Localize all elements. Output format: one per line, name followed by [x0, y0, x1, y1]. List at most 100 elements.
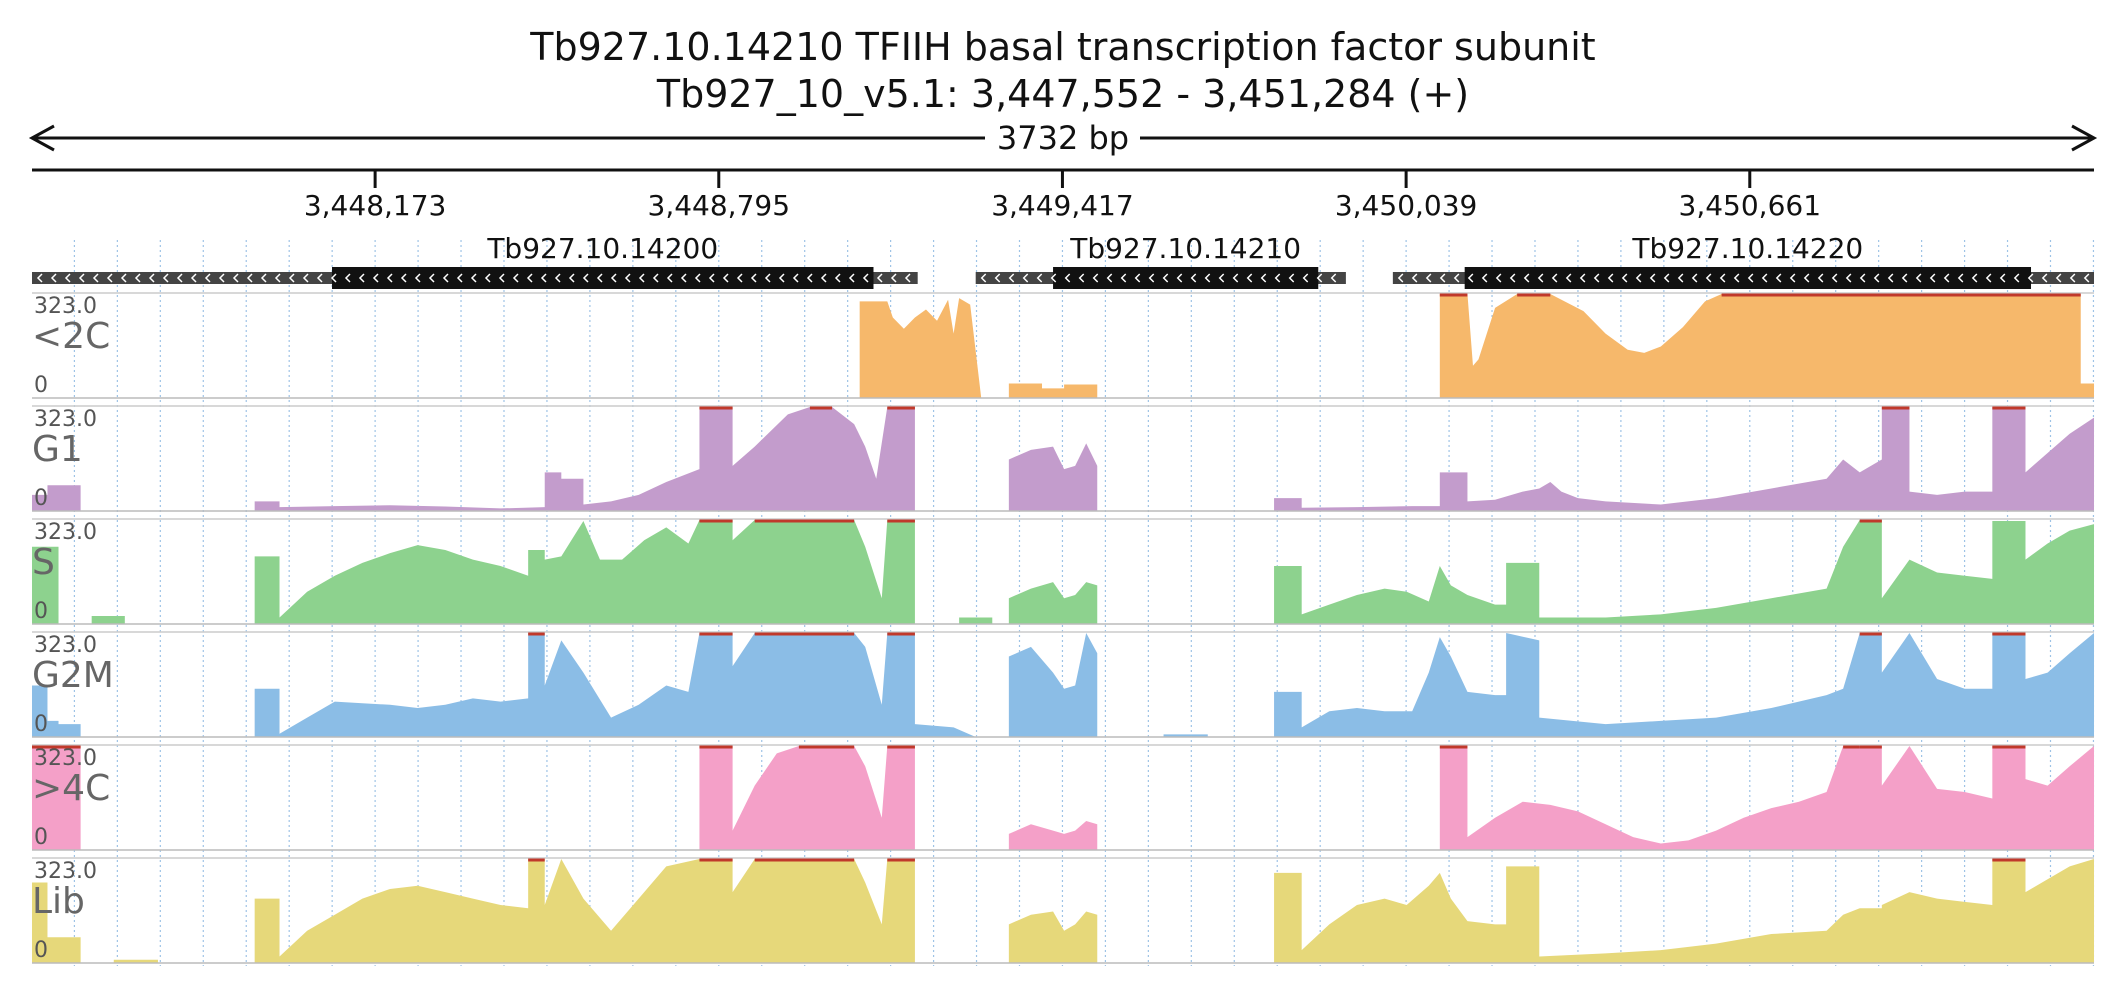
- gene-strand-chevron-2: [1523, 273, 1530, 283]
- gene-strand-chevron-0: [316, 273, 323, 283]
- gene-strand-chevron-1: [1330, 273, 1337, 283]
- gene-cds-0: [332, 267, 874, 289]
- gene-strand-chevron-2: [2055, 273, 2062, 283]
- gene-strand-chevron-0: [92, 273, 99, 283]
- gene-strand-chevron-2: [1761, 273, 1768, 283]
- track-2: 323.0S 0: [32, 518, 2094, 625]
- gene-strand-chevron-1: [1316, 273, 1323, 283]
- coverage-area-2: [32, 520, 2094, 624]
- track-name-2: S: [32, 542, 55, 583]
- gene-strand-chevron-0: [750, 273, 757, 283]
- axis-tick-label-3: 3,450,039: [1335, 189, 1478, 222]
- gene-strand-chevron-1: [1008, 273, 1015, 283]
- gene-strand-chevron-0: [64, 273, 71, 283]
- gene-strand-chevron-0: [890, 273, 897, 283]
- gene-strand-chevron-1: [1162, 273, 1169, 283]
- gene-strand-chevron-0: [806, 273, 813, 283]
- axis-ticks: 3,448,173 3,448,795 3,449,417 3,450,039 3,45…: [304, 170, 1821, 222]
- gene-strand-chevron-0: [708, 273, 715, 283]
- gene-strand-chevron-2: [2041, 273, 2048, 283]
- span-indicator: 3732 bp: [28, 119, 2098, 157]
- gene-strand-chevron-0: [400, 273, 407, 283]
- gene-strand-chevron-2: [2027, 273, 2034, 283]
- gene-strand-chevron-2: [1845, 273, 1852, 283]
- coverage-area-5: [32, 859, 2094, 963]
- axis-tick-label-2: 3,449,417: [991, 189, 1134, 222]
- gene-strand-chevron-0: [232, 273, 239, 283]
- gene-strand-chevron-1: [1036, 273, 1043, 283]
- track-name-1: G1: [32, 429, 83, 470]
- gene-strand-chevron-1: [1288, 273, 1295, 283]
- gene-strand-chevron-1: [1232, 273, 1239, 283]
- coverage-area-1: [32, 407, 2094, 511]
- track-min-label-2: 0: [34, 599, 48, 624]
- gene-strand-chevron-0: [50, 273, 57, 283]
- gene-strand-chevron-0: [78, 273, 85, 283]
- gene-strand-chevron-2: [1719, 273, 1726, 283]
- gene-strand-chevron-1: [1078, 273, 1085, 283]
- gene-strand-chevron-0: [260, 273, 267, 283]
- gene-strand-chevron-0: [428, 273, 435, 283]
- gene-label-0: Tb927.10.14200: [486, 232, 718, 265]
- gene-strand-chevron-2: [1635, 273, 1642, 283]
- axis-tick-label-0: 3,448,173: [304, 189, 447, 222]
- span-arrow-right-head: [2071, 124, 2098, 152]
- track-min-label-4: 0: [34, 825, 48, 850]
- gene-strand-chevron-0: [778, 273, 785, 283]
- gene-strand-chevron-0: [638, 273, 645, 283]
- chart-title: Tb927.10.14210 TFIIH basal transcription…: [529, 25, 1595, 69]
- gene-strand-chevron-0: [582, 273, 589, 283]
- coverage-area-0: [32, 294, 2094, 398]
- track-max-label-0: 323.0: [34, 294, 97, 319]
- track-name-0: <2C: [32, 316, 110, 357]
- gene-strand-chevron-0: [540, 273, 547, 283]
- gene-strand-chevron-0: [512, 273, 519, 283]
- gene-strand-chevron-0: [218, 273, 225, 283]
- track-0: 323.0<2C 0: [32, 292, 2094, 399]
- gene-strand-chevron-0: [736, 273, 743, 283]
- gene-strand-chevron-0: [134, 273, 141, 283]
- gene-strand-chevron-0: [652, 273, 659, 283]
- axis-tick-label-1: 3,448,795: [648, 189, 791, 222]
- gene-strand-chevron-2: [1607, 273, 1614, 283]
- gene-cds-1: [1053, 267, 1319, 289]
- gene-strand-chevron-0: [246, 273, 253, 283]
- gene-strand-chevron-2: [1467, 273, 1474, 283]
- gene-strand-chevron-1: [1274, 273, 1281, 283]
- track-name-4: >4C: [32, 768, 110, 809]
- gene-strand-chevron-2: [1397, 273, 1404, 283]
- gene-strand-chevron-2: [1649, 273, 1656, 283]
- gene-strand-chevron-2: [1985, 273, 1992, 283]
- gene-strand-chevron-0: [624, 273, 631, 283]
- gene-strand-chevron-0: [834, 273, 841, 283]
- track-min-label-5: 0: [34, 938, 48, 963]
- gene-strand-chevron-2: [1999, 273, 2006, 283]
- gene-strand-chevron-0: [694, 273, 701, 283]
- gene-strand-chevron-0: [358, 273, 365, 283]
- gene-strand-chevron-2: [1551, 273, 1558, 283]
- track-name-5: Lib: [32, 881, 85, 922]
- gene-strand-chevron-0: [274, 273, 281, 283]
- gene-strand-chevron-0: [862, 273, 869, 283]
- gene-strand-chevron-1: [994, 273, 1001, 283]
- gene-strand-chevron-0: [764, 273, 771, 283]
- gene-strand-chevron-0: [148, 273, 155, 283]
- gene-strand-chevron-0: [176, 273, 183, 283]
- gene-strand-chevron-0: [596, 273, 603, 283]
- gene-strand-chevron-2: [1901, 273, 1908, 283]
- track-4: 323.0>4C 0: [32, 744, 2094, 851]
- gene-strand-chevron-2: [1733, 273, 1740, 283]
- gene-strand-chevron-2: [1803, 273, 1810, 283]
- gene-strand-chevron-0: [36, 273, 43, 283]
- gene-strand-chevron-2: [1677, 273, 1684, 283]
- track-name-3: G2M: [32, 655, 114, 696]
- gene-strand-chevron-0: [610, 273, 617, 283]
- gene-strand-chevron-2: [1411, 273, 1418, 283]
- gene-strand-chevron-0: [722, 273, 729, 283]
- track-1: 323.0G1 0: [32, 405, 2094, 512]
- gene-strand-chevron-0: [666, 273, 673, 283]
- gene-strand-chevron-0: [848, 273, 855, 283]
- gene-strand-chevron-0: [442, 273, 449, 283]
- gene-strand-chevron-1: [1246, 273, 1253, 283]
